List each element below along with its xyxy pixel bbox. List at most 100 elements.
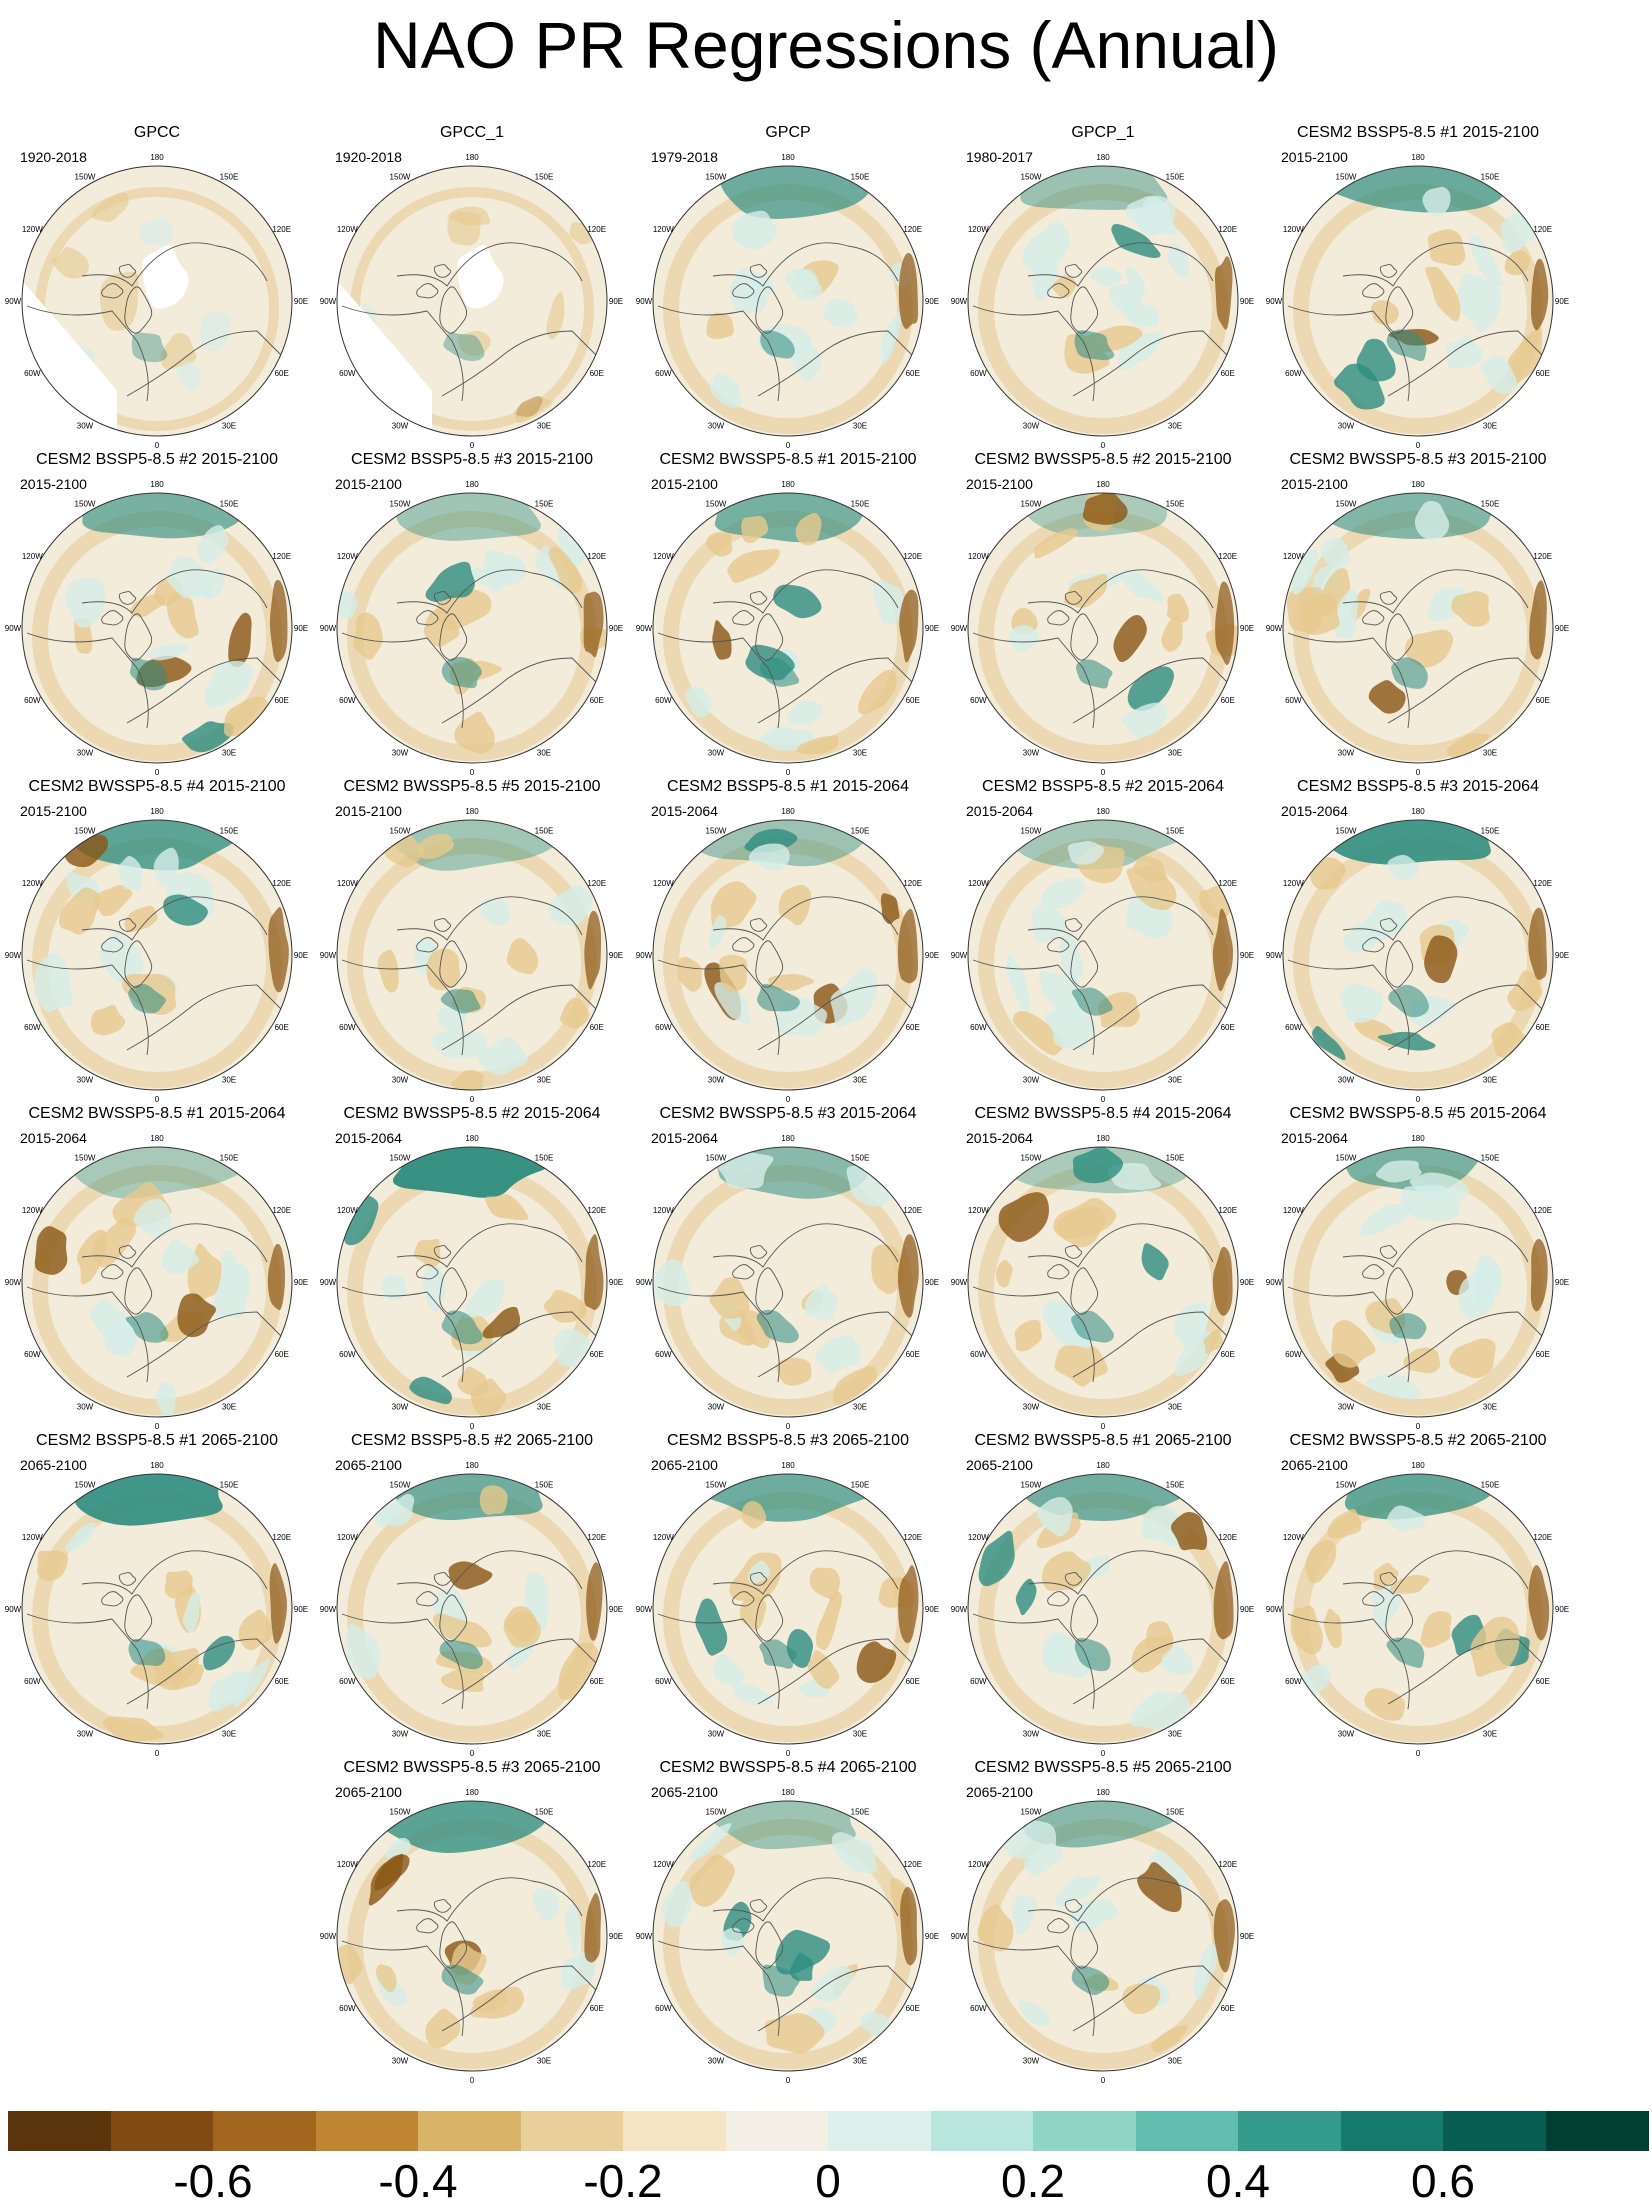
polar-map: 180 150E 120E 90E 60E 30E 0 30W 60W 90W 120W 150W: [320, 480, 623, 777]
longitude-label: 90W: [5, 1605, 22, 1614]
longitude-label: 60W: [655, 696, 672, 705]
longitude-label: 60W: [970, 696, 987, 705]
polar-map: 180 150E 120E 90E 60E 30E 0 30W 60W 90W 120W 150W: [5, 153, 308, 450]
longitude-label: 90E: [1240, 624, 1254, 633]
polar-map: 180 150E 120E 90E 60E 30E 0 30W 60W 90W 120W 150W: [951, 153, 1254, 450]
longitude-label: 120E: [1218, 1860, 1237, 1869]
longitude-label: 120W: [1283, 1206, 1304, 1215]
longitude-label: 60E: [1536, 1350, 1550, 1359]
panel-title: CESM2 BSSP5-8.5 #3 2015-2064: [1297, 778, 1539, 795]
longitude-label: 90W: [5, 951, 22, 960]
longitude-label: 150E: [1166, 172, 1185, 181]
colorbar-swatch: [1443, 2111, 1546, 2151]
panel-title: CESM2 BWSSP5-8.5 #1 2015-2064: [28, 1105, 286, 1122]
panel-period: 2015-2100: [335, 476, 402, 492]
longitude-label: 30W: [1338, 1730, 1355, 1739]
longitude-label: 150E: [535, 499, 554, 508]
panel-title: GPCP: [765, 124, 811, 141]
longitude-label: 90E: [294, 297, 308, 306]
colorbar-swatch: [315, 2111, 419, 2151]
longitude-label: 120E: [903, 1860, 922, 1869]
longitude-label: 30E: [222, 1403, 236, 1412]
panel-period: 2065-2100: [1281, 1457, 1348, 1473]
longitude-label: 120W: [22, 1533, 43, 1542]
longitude-label: 90W: [320, 1932, 337, 1941]
panel-period: 2015-2064: [335, 1130, 402, 1146]
longitude-label: 90W: [636, 1932, 653, 1941]
longitude-label: 120E: [587, 552, 606, 561]
longitude-label: 150W: [390, 499, 411, 508]
longitude-label: 30E: [537, 1403, 551, 1412]
longitude-label: 150W: [1021, 499, 1042, 508]
panel-period: 1980-2017: [966, 149, 1033, 165]
longitude-label: 120W: [653, 225, 674, 234]
longitude-label: 90W: [951, 624, 968, 633]
longitude-label: 150E: [851, 172, 870, 181]
longitude-label: 60E: [590, 369, 604, 378]
longitude-label: 150E: [1166, 499, 1185, 508]
longitude-label: 30W: [1023, 422, 1040, 431]
longitude-label: 90E: [609, 1278, 623, 1287]
longitude-label: 60E: [1536, 696, 1550, 705]
longitude-label: 30W: [1023, 1403, 1040, 1412]
longitude-label: 180: [465, 1134, 479, 1143]
longitude-label: 180: [1411, 1461, 1425, 1470]
longitude-label: 120W: [1283, 879, 1304, 888]
longitude-label: 90E: [609, 1605, 623, 1614]
longitude-label: 120E: [903, 225, 922, 234]
longitude-label: 60W: [970, 369, 987, 378]
longitude-label: 30E: [1483, 1403, 1497, 1412]
longitude-label: 30E: [537, 1730, 551, 1739]
longitude-label: 60E: [275, 369, 289, 378]
panel-period: 2015-2100: [20, 476, 87, 492]
map-panel: CESM2 BSSP5-8.5 #1 2015-2100 2015-2100 180…: [1266, 123, 1569, 450]
map-panel: CESM2 BWSSP5-8.5 #1 2015-2064 2015-2064 18…: [5, 1104, 308, 1431]
colorbar-tick-label: 0.4: [1206, 2155, 1270, 2207]
longitude-label: 150W: [1336, 1480, 1357, 1489]
longitude-label: 60E: [275, 696, 289, 705]
longitude-label: 150W: [75, 499, 96, 508]
longitude-label: 150E: [535, 1153, 554, 1162]
panel-period: 2065-2100: [651, 1457, 718, 1473]
panel-title: CESM2 BSSP5-8.5 #3 2065-2100: [667, 1432, 909, 1449]
polar-map: 180 150E 120E 90E 60E 30E 0 30W 60W 90W 120W 150W: [636, 153, 939, 450]
longitude-label: 150W: [390, 1153, 411, 1162]
longitude-label: 90W: [636, 951, 653, 960]
longitude-label: 90E: [294, 1605, 308, 1614]
longitude-label: 120W: [653, 879, 674, 888]
longitude-label: 30W: [392, 1076, 409, 1085]
longitude-label: 120W: [22, 879, 43, 888]
panel-title: CESM2 BSSP5-8.5 #2 2065-2100: [351, 1432, 593, 1449]
longitude-label: 120E: [1533, 1533, 1552, 1542]
longitude-label: 150W: [1021, 826, 1042, 835]
longitude-label: 180: [150, 480, 164, 489]
map-panel: CESM2 BWSSP5-8.5 #2 2065-2100 2065-2100 18…: [1266, 1431, 1569, 1758]
panel-title: CESM2 BSSP5-8.5 #1 2015-2100: [1297, 124, 1539, 141]
map-panel: CESM2 BWSSP5-8.5 #4 2015-2100 2015-2100 18…: [5, 777, 308, 1104]
longitude-label: 90W: [1266, 297, 1283, 306]
colorbar-swatch: [8, 2111, 111, 2151]
longitude-label: 60W: [1285, 369, 1302, 378]
longitude-label: 30W: [392, 1403, 409, 1412]
map-panel: CESM2 BWSSP5-8.5 #3 2065-2100 2065-2100 18…: [320, 1758, 623, 2085]
polar-map: 180 150E 120E 90E 60E 30E 0 30W 60W 90W 120W 150W: [1266, 153, 1569, 450]
longitude-label: 150E: [535, 1480, 554, 1489]
map-panel: CESM2 BSSP5-8.5 #3 2015-2064 2015-2064 180…: [1266, 777, 1569, 1104]
longitude-label: 120W: [968, 1533, 989, 1542]
longitude-label: 90W: [5, 297, 22, 306]
longitude-label: 30W: [392, 749, 409, 758]
longitude-label: 30E: [222, 1730, 236, 1739]
longitude-label: 90E: [925, 1278, 939, 1287]
longitude-label: 60E: [1221, 2004, 1235, 2013]
panel-title: CESM2 BWSSP5-8.5 #2 2015-2064: [343, 1105, 601, 1122]
colorbar-swatch: [725, 2111, 829, 2151]
panel-title: CESM2 BWSSP5-8.5 #1 2065-2100: [974, 1432, 1232, 1449]
longitude-label: 0: [155, 1095, 160, 1104]
map-panel: CESM2 BSSP5-8.5 #3 2015-2100 2015-2100 180…: [320, 450, 623, 777]
colorbar-swatch: [1238, 2111, 1341, 2151]
longitude-label: 150E: [1481, 172, 1500, 181]
longitude-label: 150E: [220, 1480, 239, 1489]
longitude-label: 120W: [968, 552, 989, 561]
longitude-label: 60E: [275, 1023, 289, 1032]
panel-period: 2015-2064: [1281, 1130, 1348, 1146]
